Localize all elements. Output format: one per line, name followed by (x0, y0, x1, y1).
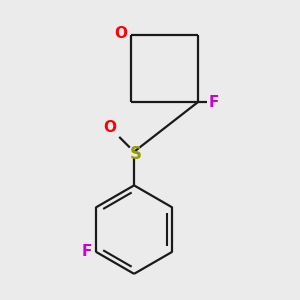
Text: F: F (82, 244, 92, 259)
Text: O: O (103, 120, 116, 135)
Text: F: F (208, 95, 219, 110)
Text: O: O (115, 26, 128, 41)
Text: S: S (130, 145, 142, 163)
